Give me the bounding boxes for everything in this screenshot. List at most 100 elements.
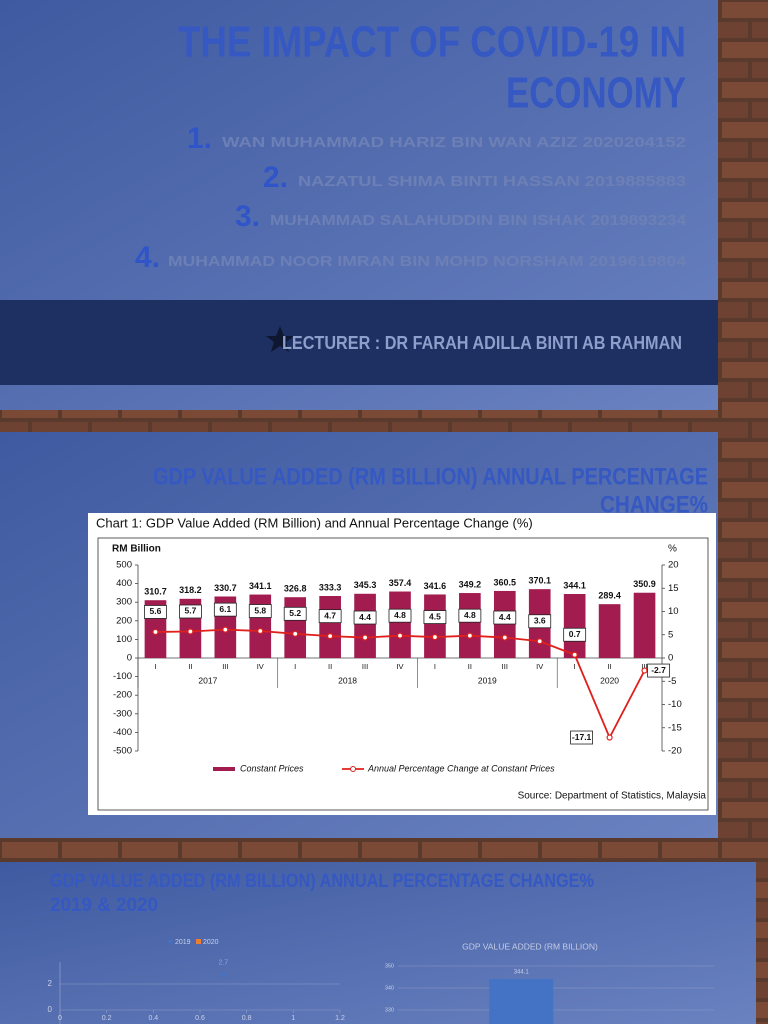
line-point [257,627,264,635]
line-point [431,633,439,641]
y2-tick-label: -20 [668,746,682,757]
group-label: 2020 [600,675,619,685]
scatter-point [221,972,226,977]
legend-label: 2019 [175,939,191,946]
bar [459,593,481,658]
line-point [641,667,648,674]
y-tick-label: 340 [385,985,394,991]
x-tick-label: III [641,662,647,671]
x-tick-label: III [222,662,228,671]
label-box [493,610,517,625]
label-box [178,604,202,619]
bar [389,591,411,658]
bar-value-label: 357.4 [389,578,412,588]
bar-value-label: 330.7 [214,583,237,593]
chart-title: GDP VALUE ADDED (RM BILLION) [462,941,598,951]
x-tick-label: IV [396,662,403,671]
slide-title: 2019 & 2020 [50,895,158,916]
legend-label: Constant Prices [240,763,304,773]
x-tick-label: I [434,662,436,671]
y-tick-label: 0 [48,1005,53,1014]
bar-value-label: 345.3 [354,580,377,590]
label-box [283,606,307,621]
y-tick-label: 500 [116,560,132,571]
line-point [222,626,229,633]
bar-value-label: 344.1 [563,580,586,590]
y-tick-label: 400 [116,578,132,589]
bar-value-label: 333.3 [319,582,342,592]
legend-label: Annual Percentage Change at Constant Pri… [367,763,555,773]
x-tick-label: I [574,662,576,671]
bar-value-label: 289.4 [598,591,621,601]
line-value-label: 4.8 [394,610,406,620]
line-value-label: 5.2 [289,608,301,618]
line-point [571,651,578,658]
y-tick-label: 350 [385,963,394,969]
member-number: 3. [235,200,260,233]
y-tick-label: -100 [113,671,132,682]
line-point [152,628,159,636]
y2-tick-label: 10 [668,606,679,617]
y2-tick-label: -10 [668,699,682,710]
y2-tick-label: 5 [668,629,673,640]
legend-swatch [213,767,235,771]
lecturer: LECTURER : DR FARAH ADILLA BINTI AB RAHM… [282,333,682,353]
point-label: 2.7 [218,960,228,967]
group-label: 2019 [478,675,497,685]
x-tick-label: III [502,662,508,671]
bar-value-label: 349.2 [459,579,482,589]
y2-tick-label: -15 [668,722,682,733]
y-tick-label: 2 [48,979,53,988]
label-box [144,605,167,619]
x-tick-label: I [294,662,296,671]
x-tick-label: I [154,662,156,671]
label-box [213,602,237,617]
bar [284,597,307,658]
x-tick-label: 1.2 [335,1015,345,1022]
y2-tick-label: 20 [668,560,679,571]
group-label: 2018 [338,675,357,685]
line-point [466,632,473,639]
line-point [292,630,299,637]
line-point [501,634,508,641]
bar-value-label: 341.1 [249,581,272,591]
bar [249,594,272,658]
x-tick-label: 0.8 [242,1015,252,1022]
y-tick-label: -300 [113,708,132,719]
bar-value-label: 341.6 [424,581,447,591]
bar-value-label: 310.7 [144,587,167,597]
x-tick-label: 1 [291,1015,295,1022]
line-value-label: -17.1 [572,732,592,742]
y-tick-label: 300 [116,597,132,608]
chart-frame [97,537,709,811]
member-name: MUHAMMAD NOOR IMRAN BIN MOHD NORSHAM 201… [168,253,687,270]
legend-swatch [196,939,201,944]
bar-value-label: 344.1 [514,970,530,976]
bar [493,590,516,658]
x-tick-label: 0.2 [102,1015,112,1022]
member-number: 4. [135,241,160,274]
slide-title: THE IMPACT OF COVID-19 IN [178,18,686,67]
star-icon [266,326,294,352]
member-number: 2. [263,161,288,194]
line-value-label: -2.7 [651,665,666,675]
line-point [361,634,369,641]
y-tick-label: 330 [385,1007,394,1013]
slide-title: ECONOMY [506,69,686,118]
label-box [248,604,272,618]
y-tick-label: -400 [113,727,132,738]
slide [0,862,756,1024]
label-box [318,609,342,624]
x-tick-label: III [362,662,368,671]
slide-band [0,300,718,385]
y-tick-label: 0 [127,653,132,664]
legend-swatch [168,939,173,944]
x-tick-label: 0.4 [148,1015,158,1022]
bar-value-label: 370.1 [528,576,551,586]
x-tick-label: II [328,662,332,671]
label-box [458,608,482,623]
member-number: 1. [187,122,212,155]
chart-image [88,513,716,815]
label-box [647,663,670,678]
